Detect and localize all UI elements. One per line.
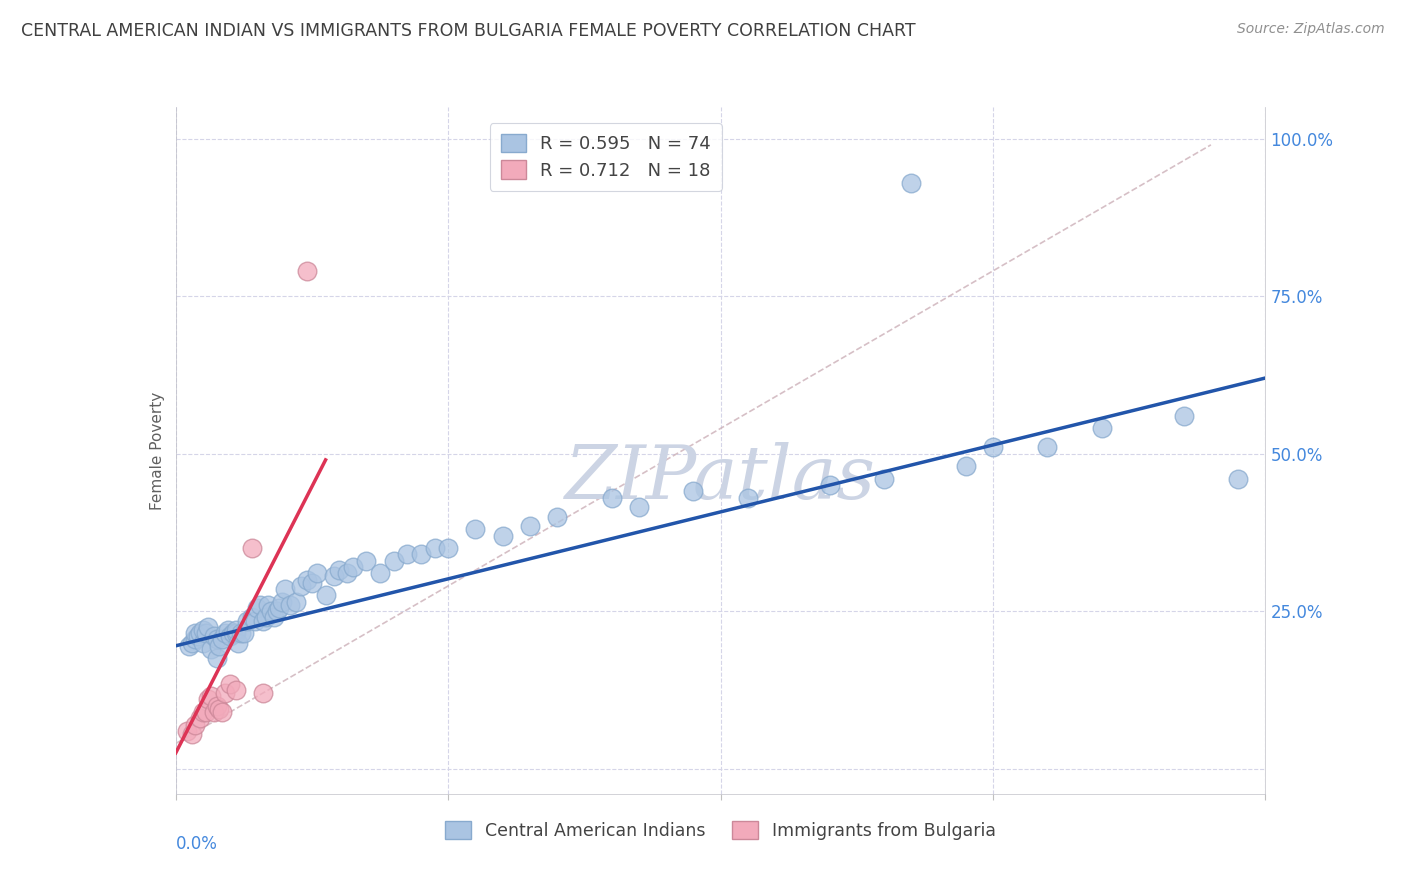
Point: [243, 614, 266, 628]
Text: Source: ZipAtlas.com: Source: ZipAtlas.com: [1237, 22, 1385, 37]
Point: [254, 610, 277, 624]
Text: ZIPatlas: ZIPatlas: [565, 442, 876, 514]
Y-axis label: Female Poverty: Female Poverty: [149, 392, 165, 509]
Point: [188, 711, 211, 725]
Point: [205, 698, 228, 713]
Point: [260, 604, 283, 618]
Point: [217, 623, 239, 637]
Point: [231, 626, 253, 640]
Point: [208, 702, 231, 716]
Point: [271, 595, 294, 609]
Point: [492, 528, 515, 542]
Point: [322, 569, 344, 583]
Point: [240, 541, 263, 555]
Point: [368, 566, 391, 581]
Text: CENTRAL AMERICAN INDIAN VS IMMIGRANTS FROM BULGARIA FEMALE POVERTY CORRELATION C: CENTRAL AMERICAN INDIAN VS IMMIGRANTS FR…: [21, 22, 915, 40]
Point: [219, 676, 242, 690]
Point: [336, 566, 359, 581]
Point: [269, 601, 291, 615]
Point: [263, 610, 285, 624]
Point: [211, 705, 233, 719]
Point: [184, 626, 207, 640]
Point: [184, 632, 207, 647]
Point: [191, 705, 214, 719]
Point: [181, 635, 204, 649]
Point: [222, 626, 245, 640]
Point: [818, 478, 841, 492]
Point: [1036, 440, 1059, 454]
Point: [1173, 409, 1195, 423]
Point: [225, 623, 247, 637]
Point: [342, 560, 364, 574]
Point: [266, 604, 288, 618]
Text: 0.0%: 0.0%: [176, 835, 218, 853]
Point: [202, 629, 225, 643]
Point: [194, 705, 217, 719]
Point: [437, 541, 460, 555]
Point: [214, 686, 236, 700]
Point: [682, 484, 704, 499]
Point: [301, 575, 323, 590]
Point: [240, 610, 263, 624]
Point: [211, 632, 233, 647]
Point: [225, 626, 247, 640]
Point: [1091, 421, 1114, 435]
Point: [252, 614, 274, 628]
Point: [176, 723, 198, 738]
Point: [197, 620, 219, 634]
Point: [546, 509, 568, 524]
Point: [188, 626, 211, 640]
Point: [284, 595, 307, 609]
Point: [600, 491, 623, 505]
Point: [202, 705, 225, 719]
Point: [737, 491, 759, 505]
Point: [328, 563, 350, 577]
Point: [981, 440, 1004, 454]
Point: [228, 635, 250, 649]
Point: [382, 554, 405, 568]
Point: [214, 626, 236, 640]
Point: [295, 264, 318, 278]
Point: [184, 717, 207, 731]
Point: [186, 629, 209, 643]
Point: [464, 522, 486, 536]
Point: [200, 642, 222, 657]
Point: [205, 651, 228, 665]
Point: [900, 176, 922, 190]
Point: [257, 598, 280, 612]
Point: [873, 472, 896, 486]
Point: [191, 623, 214, 637]
Point: [191, 635, 214, 649]
Legend: Central American Indians, Immigrants from Bulgaria: Central American Indians, Immigrants fro…: [439, 814, 1002, 847]
Point: [246, 601, 269, 615]
Point: [219, 629, 242, 643]
Point: [627, 500, 650, 515]
Point: [205, 632, 228, 647]
Point: [200, 690, 222, 704]
Point: [290, 579, 312, 593]
Point: [235, 614, 257, 628]
Point: [232, 626, 254, 640]
Point: [315, 588, 337, 602]
Point: [278, 598, 301, 612]
Point: [274, 582, 297, 596]
Point: [423, 541, 446, 555]
Point: [295, 573, 318, 587]
Point: [208, 639, 231, 653]
Point: [194, 626, 217, 640]
Point: [181, 727, 204, 741]
Point: [225, 682, 247, 697]
Point: [955, 459, 977, 474]
Point: [1227, 472, 1250, 486]
Point: [252, 686, 274, 700]
Point: [179, 639, 201, 653]
Point: [356, 554, 378, 568]
Point: [197, 692, 219, 706]
Point: [409, 548, 432, 562]
Point: [396, 548, 419, 562]
Point: [307, 566, 329, 581]
Point: [249, 598, 271, 612]
Point: [519, 519, 541, 533]
